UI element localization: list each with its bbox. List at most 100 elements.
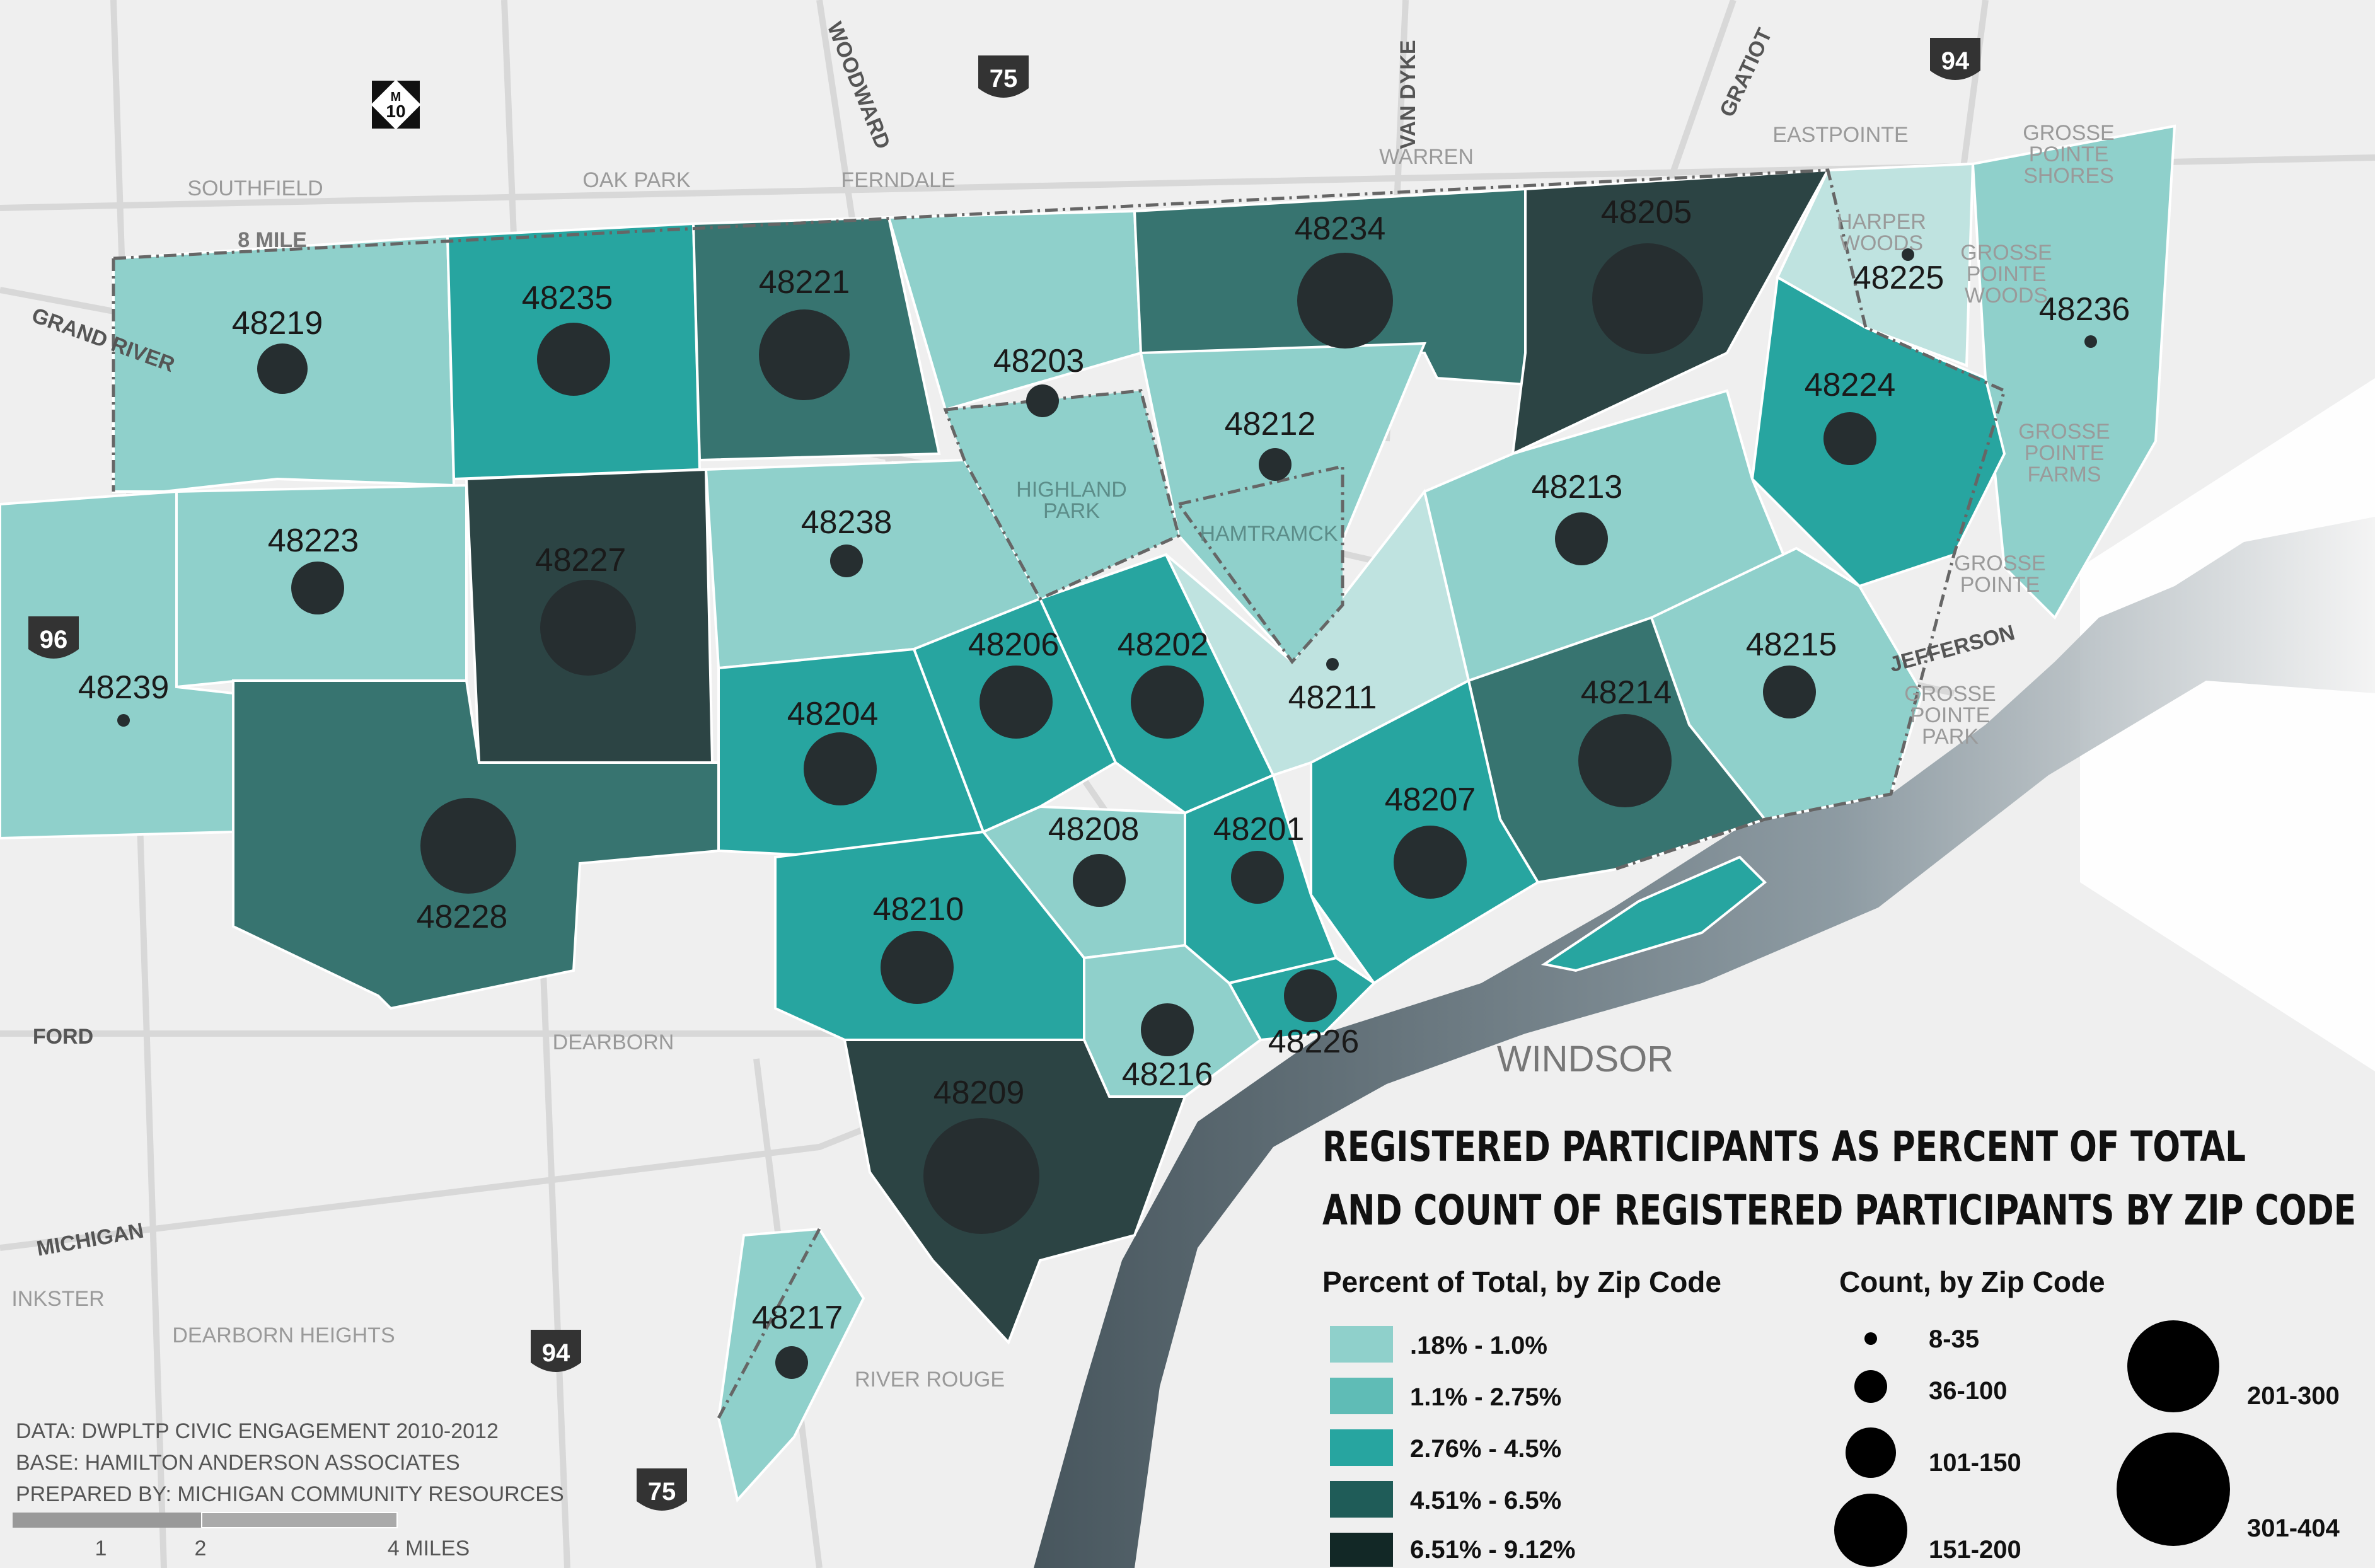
i94-shield-number: 94 xyxy=(1941,47,1970,75)
count-symbol-5 xyxy=(2127,1320,2219,1412)
count-circle-48221 xyxy=(759,309,850,400)
count-circle-48217 xyxy=(775,1346,808,1379)
place-river-rouge: RIVER ROUGE xyxy=(855,1368,1005,1392)
percent-swatch-3 xyxy=(1330,1429,1393,1466)
count-circle-48219 xyxy=(257,343,308,394)
count-circle-48212 xyxy=(1259,448,1292,481)
count-symbol-2 xyxy=(1854,1370,1887,1403)
i75-south-shield: 75 xyxy=(637,1468,687,1511)
count-circle-48204 xyxy=(804,732,877,805)
zip-label-48239: 48239 xyxy=(78,669,170,706)
count-circle-48226 xyxy=(1284,969,1337,1022)
percent-label-2: 1.1% - 2.75% xyxy=(1410,1383,1561,1411)
count-circle-48215 xyxy=(1763,666,1816,718)
road-label-8-mile: 8 MILE xyxy=(238,228,307,252)
zip-label-48206: 48206 xyxy=(968,626,1060,663)
count-circle-48202 xyxy=(1131,666,1204,739)
i94-south-shield-number: 94 xyxy=(542,1339,570,1367)
percent-swatch-5 xyxy=(1330,1533,1393,1567)
count-legend-items: 8-35 36-100 101-150 151-200 201-300 301-… xyxy=(1834,1320,2340,1567)
count-symbol-3 xyxy=(1846,1427,1896,1478)
count-circle-48223 xyxy=(291,562,344,614)
percent-label-1: .18% - 1.0% xyxy=(1410,1332,1547,1359)
place-labels: SOUTHFIELD OAK PARK FERNDALE WARREN EAST… xyxy=(11,121,2114,1392)
count-circle-48227 xyxy=(540,580,636,676)
place-harper-2: WOODS xyxy=(1840,231,1923,255)
count-circle-48209 xyxy=(923,1118,1039,1234)
place-gp-shores-2: POINTE xyxy=(2029,142,2109,166)
place-gp-2: POINTE xyxy=(1960,573,2040,597)
count-legend-heading: Count, by Zip Code xyxy=(1839,1265,2105,1298)
highland-park-boundary xyxy=(943,389,1181,601)
zip-label-48217: 48217 xyxy=(752,1300,843,1336)
count-circle-48213 xyxy=(1555,512,1608,565)
legend-title-line1: REGISTERED PARTICIPANTS AS PERCENT OF TO… xyxy=(1322,1122,2246,1171)
zip-label-48234: 48234 xyxy=(1295,210,1386,247)
zip-area-48225 xyxy=(1776,162,1975,367)
count-circle-48225 xyxy=(1902,248,1914,261)
count-circle-48238 xyxy=(830,545,863,577)
i75-south-shield-number: 75 xyxy=(648,1478,676,1506)
place-dearborn: DEARBORN xyxy=(553,1030,674,1054)
place-gp-park-1: GROSSE xyxy=(1904,682,1996,706)
place-harper-1: HARPER xyxy=(1837,210,1926,234)
zip-label-48214: 48214 xyxy=(1581,674,1672,711)
count-circles xyxy=(117,243,2097,1379)
highway-shields: M 10 75 94 96 94 75 xyxy=(28,38,1980,1511)
place-gp-farms-1: GROSSE xyxy=(2018,420,2110,444)
place-gp-woods-3: WOODS xyxy=(1965,284,2048,308)
place-southfield: SOUTHFIELD xyxy=(187,176,323,200)
percent-label-5: 6.51% - 9.12% xyxy=(1410,1536,1575,1564)
count-symbol-6 xyxy=(2117,1433,2230,1546)
zip-label-48213: 48213 xyxy=(1532,469,1623,505)
zip-label-48228: 48228 xyxy=(417,899,508,935)
count-label-3: 101-150 xyxy=(1929,1449,2021,1477)
place-oak-park: OAK PARK xyxy=(582,168,691,192)
zip-label-48238: 48238 xyxy=(801,504,893,541)
zip-label-48224: 48224 xyxy=(1805,367,1896,403)
detroit-boundary xyxy=(112,168,2007,1419)
zip-label-48226: 48226 xyxy=(1268,1023,1360,1060)
credit-data: DATA: DWPLTP CIVIC ENGAGEMENT 2010-2012 xyxy=(16,1419,499,1443)
count-circle-48208 xyxy=(1073,854,1126,907)
place-dearborn-heights: DEARBORN HEIGHTS xyxy=(172,1323,395,1347)
place-highland-2: PARK xyxy=(1043,499,1100,523)
count-label-6: 301-404 xyxy=(2247,1514,2340,1542)
place-hamtramck: HAMTRAMCK xyxy=(1199,522,1338,546)
zip-label-48212: 48212 xyxy=(1225,406,1316,442)
place-highland-1: HIGHLAND xyxy=(1016,478,1127,502)
place-gp-farms-3: FARMS xyxy=(2027,463,2101,487)
m10-shield-number: 10 xyxy=(386,101,405,121)
place-gp-park-3: PARK xyxy=(1922,725,1979,749)
scale-bar: 1 2 4 MILES xyxy=(13,1512,470,1560)
road-label-van-dyke: VAN DYKE xyxy=(1396,40,1420,149)
count-circle-48239 xyxy=(117,714,130,727)
credit-base: BASE: HAMILTON ANDERSON ASSOCIATES xyxy=(16,1451,460,1475)
zip-label-48225: 48225 xyxy=(1853,260,1944,296)
count-symbol-4 xyxy=(1834,1494,1907,1567)
scale-label-1: 1 xyxy=(95,1536,107,1560)
zip-label-48201: 48201 xyxy=(1213,811,1305,848)
zip-label-48221: 48221 xyxy=(759,264,850,301)
place-gp-woods-2: POINTE xyxy=(1967,262,2047,286)
count-circle-48201 xyxy=(1231,851,1284,904)
count-circle-48210 xyxy=(881,931,954,1004)
place-ferndale: FERNDALE xyxy=(841,168,955,192)
count-circle-48206 xyxy=(979,666,1053,739)
place-gp-shores-3: SHORES xyxy=(2023,164,2114,188)
percent-legend-items: .18% - 1.0% 1.1% - 2.75% 2.76% - 4.5% 4.… xyxy=(1330,1326,1575,1567)
zip-labels: 48219 48235 48221 48203 48234 48205 4822… xyxy=(78,194,2130,1336)
zip-label-48204: 48204 xyxy=(787,696,879,732)
count-label-4: 151-200 xyxy=(1929,1536,2021,1564)
i96-shield: 96 xyxy=(28,616,79,659)
zip-label-48236: 48236 xyxy=(2039,291,2130,328)
zip-label-48209: 48209 xyxy=(933,1075,1025,1111)
percent-swatch-4 xyxy=(1330,1481,1393,1518)
zip-label-48223: 48223 xyxy=(268,522,359,559)
count-circle-48216 xyxy=(1141,1003,1194,1056)
place-gp-woods-1: GROSSE xyxy=(1960,241,2052,265)
place-gp-1: GROSSE xyxy=(1954,551,2045,575)
i94-shield: 94 xyxy=(1930,38,1980,80)
percent-legend-heading: Percent of Total, by Zip Code xyxy=(1322,1265,1721,1298)
